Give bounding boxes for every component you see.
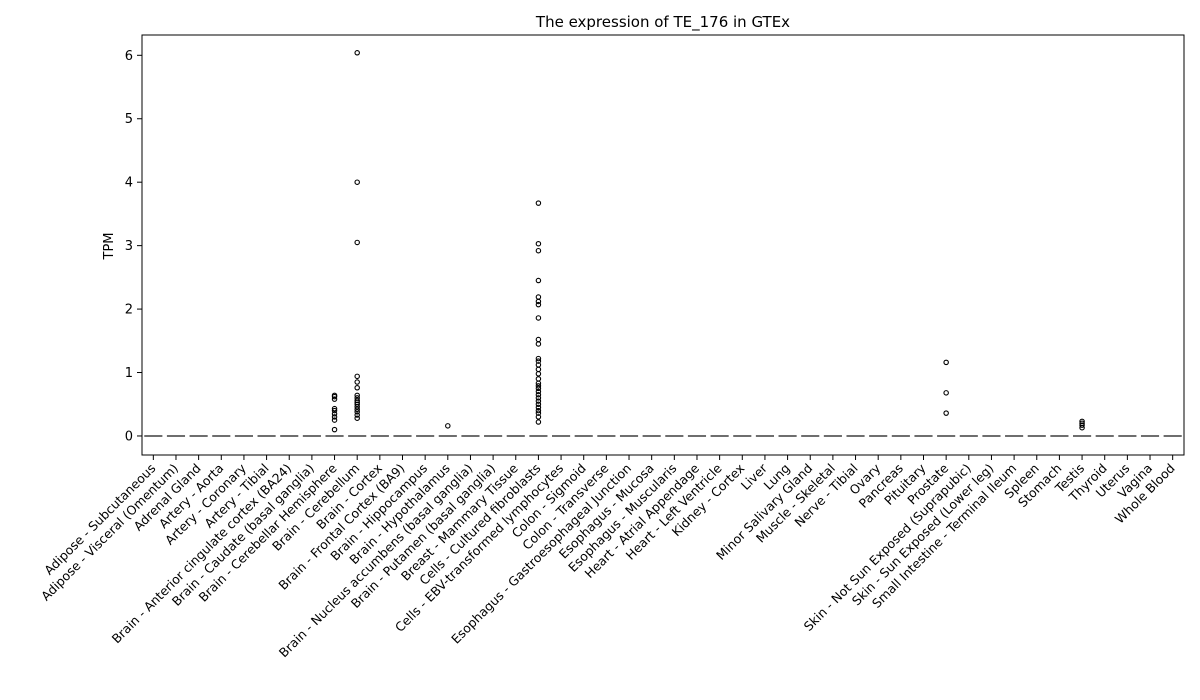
outlier-point xyxy=(535,336,542,343)
outlier-point xyxy=(535,419,542,425)
outlier-point xyxy=(535,388,542,395)
outlier-point xyxy=(535,383,542,389)
outlier-point xyxy=(535,200,542,206)
y-tick-label: 2 xyxy=(125,303,133,318)
y-tick-label: 6 xyxy=(125,49,133,64)
outlier-point xyxy=(535,407,542,414)
y-tick-label: 4 xyxy=(125,176,133,191)
outlier-point xyxy=(354,397,360,404)
outlier-point xyxy=(535,410,542,416)
outlier-point xyxy=(535,294,542,300)
y-tick-label: 3 xyxy=(125,239,133,254)
outlier-point xyxy=(535,315,542,321)
outlier-point xyxy=(1079,422,1085,428)
outlier-point xyxy=(354,179,360,185)
outlier-point xyxy=(331,392,338,399)
outlier-point xyxy=(535,376,542,382)
outlier-point xyxy=(331,417,338,423)
outlier-point xyxy=(943,390,949,396)
outlier-point xyxy=(535,277,542,284)
outlier-point xyxy=(535,240,542,247)
outlier-point xyxy=(354,412,360,418)
plot-marks xyxy=(144,50,1182,437)
outlier-point xyxy=(535,401,542,407)
outlier-point xyxy=(943,410,949,416)
outlier-point xyxy=(331,426,338,433)
outlier-point xyxy=(535,385,542,392)
y-axis-label: TPM xyxy=(102,233,117,261)
outlier-point xyxy=(1079,418,1085,425)
outlier-point xyxy=(354,406,360,413)
outlier-point xyxy=(535,355,542,362)
outlier-point xyxy=(331,414,338,420)
outlier-point xyxy=(535,398,542,404)
outlier-point xyxy=(354,239,360,246)
outlier-point xyxy=(535,362,542,368)
outlier-point xyxy=(535,391,542,398)
outlier-point xyxy=(354,50,360,56)
outlier-point xyxy=(331,407,338,414)
outlier-point xyxy=(1079,420,1085,427)
outlier-point xyxy=(535,404,542,411)
outlier-point xyxy=(354,395,360,401)
chart-title: The expression of TE_176 in GTEx xyxy=(535,13,790,32)
outlier-point xyxy=(354,384,360,391)
outlier-point xyxy=(354,392,360,399)
y-tick-label: 5 xyxy=(125,112,133,127)
outlier-point xyxy=(535,358,542,364)
outlier-point xyxy=(535,414,542,420)
plot-frame xyxy=(141,34,1185,456)
outlier-point xyxy=(331,396,338,402)
outlier-point xyxy=(535,247,542,254)
outlier-point xyxy=(535,301,542,308)
outlier-point xyxy=(354,409,360,415)
outlier-point xyxy=(331,405,338,412)
y-axis: 0 1 2 3 4 5 6 xyxy=(125,49,142,444)
outlier-point xyxy=(354,373,360,380)
y-tick-label: 1 xyxy=(125,366,133,381)
outlier-point xyxy=(943,359,949,366)
y-tick-label: 0 xyxy=(125,429,133,444)
outlier-point xyxy=(331,411,338,417)
outlier-point xyxy=(535,395,542,401)
outlier-point xyxy=(354,379,360,385)
outlier-point xyxy=(445,423,451,429)
outlier-point xyxy=(354,401,360,407)
outlier-point xyxy=(354,415,360,421)
